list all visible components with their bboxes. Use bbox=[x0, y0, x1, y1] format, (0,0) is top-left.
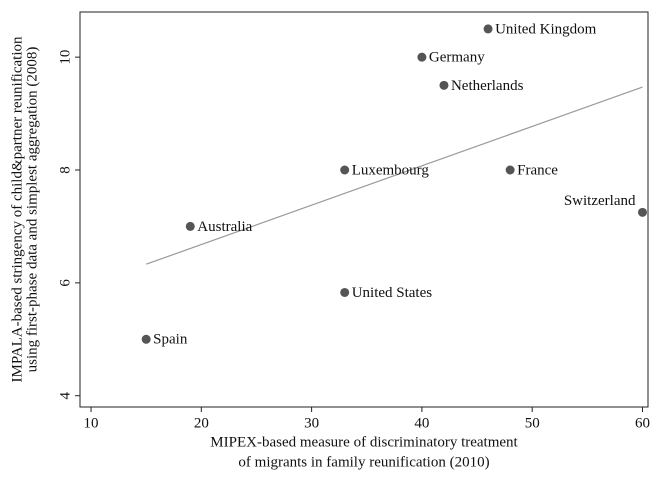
x-tick-label: 20 bbox=[194, 415, 209, 431]
point-label: Netherlands bbox=[451, 78, 524, 94]
y-tick-label: 8 bbox=[57, 166, 73, 174]
point bbox=[185, 221, 195, 231]
point bbox=[141, 334, 151, 344]
x-tick-label: 50 bbox=[525, 415, 540, 431]
y-tick-label: 4 bbox=[57, 391, 73, 399]
point bbox=[483, 24, 493, 34]
point-label: France bbox=[517, 162, 558, 178]
point-label: Germany bbox=[429, 50, 485, 66]
point bbox=[340, 165, 350, 175]
x-tick-label: 30 bbox=[304, 415, 319, 431]
plot-frame bbox=[79, 11, 649, 408]
point-label: United States bbox=[352, 285, 433, 301]
point bbox=[417, 52, 427, 62]
point-label: Switzerland bbox=[564, 193, 636, 209]
y-tick-label: 10 bbox=[57, 50, 73, 65]
y-axis-title: using first-phase data and simplest aggr… bbox=[24, 47, 40, 373]
y-tick-label: 6 bbox=[57, 279, 73, 287]
point bbox=[505, 165, 515, 175]
point-label: Spain bbox=[153, 332, 188, 348]
x-tick-label: 10 bbox=[84, 415, 99, 431]
point-label: United Kingdom bbox=[495, 21, 597, 37]
point bbox=[439, 80, 449, 90]
x-axis-title: of migrants in family reunification (201… bbox=[238, 454, 489, 470]
y-axis-title: IMPALA-based stringency of child&partner… bbox=[9, 36, 25, 383]
point bbox=[340, 287, 350, 297]
fit-line bbox=[145, 86, 643, 265]
point bbox=[637, 207, 647, 217]
x-axis-title: MIPEX-based measure of discriminatory tr… bbox=[210, 434, 518, 450]
point-label: Australia bbox=[197, 219, 252, 235]
point-label: Luxembourg bbox=[352, 162, 430, 178]
x-tick-label: 40 bbox=[414, 415, 429, 431]
x-tick-label: 60 bbox=[635, 415, 650, 431]
